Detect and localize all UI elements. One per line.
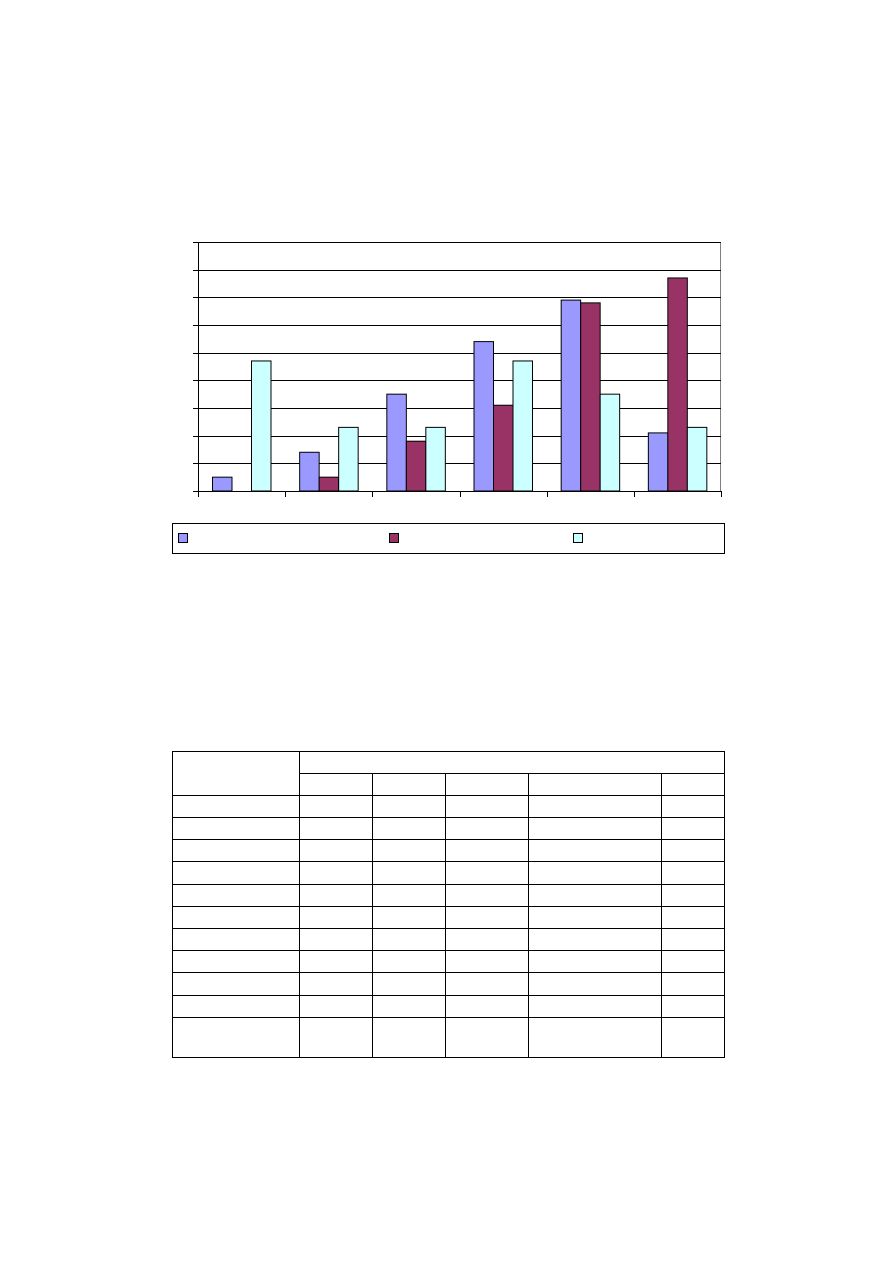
bar <box>386 393 407 492</box>
bar <box>251 360 272 492</box>
bar <box>338 426 359 492</box>
bar <box>667 277 688 492</box>
bar <box>493 404 514 492</box>
bar <box>425 426 446 492</box>
legend-swatch <box>573 533 583 543</box>
table <box>172 751 725 1058</box>
table-border <box>172 751 725 1058</box>
bar <box>473 341 494 492</box>
bar <box>299 451 320 492</box>
legend-swatch <box>389 533 399 543</box>
legend-swatch <box>178 533 188 543</box>
bar <box>212 476 233 492</box>
bar <box>318 476 340 492</box>
bar <box>560 299 582 492</box>
bar <box>580 302 601 492</box>
plot-frame <box>198 242 721 491</box>
bar <box>599 393 621 492</box>
bar <box>512 360 533 492</box>
legend-box <box>172 523 725 554</box>
bar <box>647 432 669 492</box>
bar <box>686 426 708 492</box>
bar <box>405 440 427 492</box>
